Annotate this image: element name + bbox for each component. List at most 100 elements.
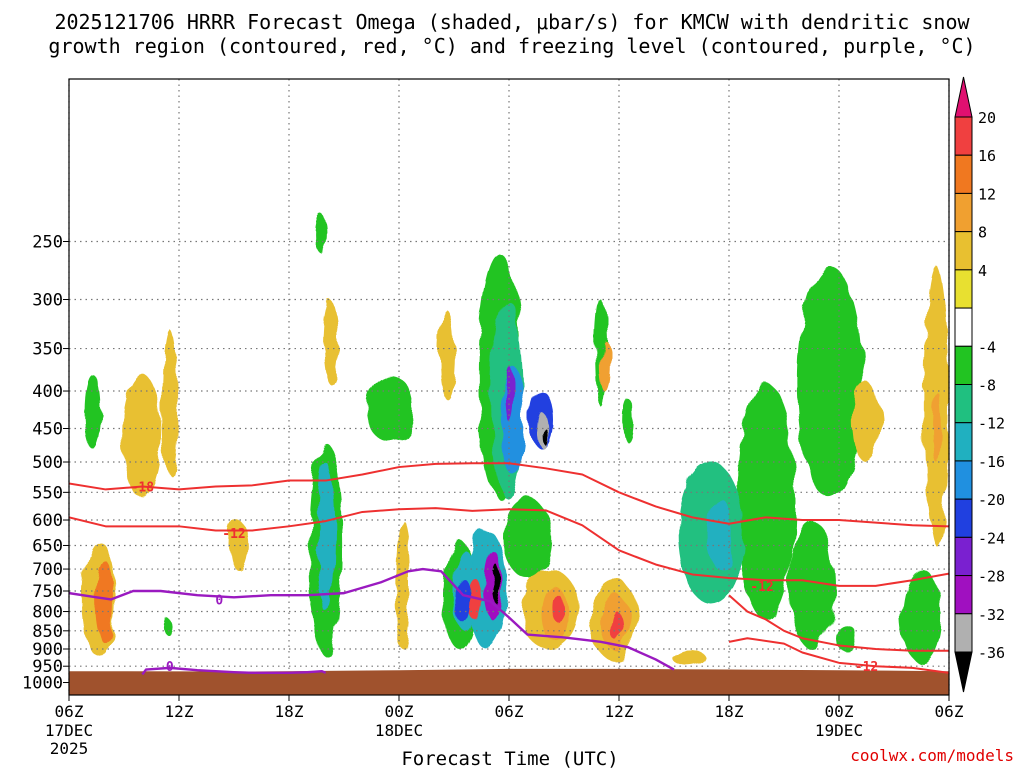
- omega-feature-37: [622, 398, 634, 443]
- omega-feature-1: [122, 374, 163, 499]
- x-tick-date-3: 18DEC: [375, 721, 423, 740]
- omega-feature-3: [94, 559, 114, 642]
- omega-feature-12: [395, 520, 410, 650]
- dgz-contour-label-3: -12: [750, 580, 773, 595]
- axes: 2503003504004505005506006507007508008509…: [22, 233, 964, 758]
- dgz-contour-line-2: [728, 637, 949, 674]
- dgz-contour-label-0: -18: [131, 480, 155, 495]
- y-tick-label-4: 450: [32, 419, 63, 439]
- y-tick-label-7: 600: [32, 511, 63, 531]
- colorbar-bin-11: [954, 498, 973, 538]
- omega-feature-48: [672, 649, 706, 667]
- colorbar-bin-6: [954, 307, 973, 347]
- colorbar-bin-1: [954, 116, 973, 156]
- x-tick-year-0: 2025: [50, 739, 89, 758]
- freezing-level-label-0: 0: [215, 593, 223, 608]
- colorbar-bin-13: [954, 575, 973, 615]
- y-tick-label-3: 400: [32, 382, 63, 402]
- x-tick-label-6: 18Z: [715, 702, 744, 721]
- x-tick-label-4: 06Z: [495, 702, 524, 721]
- omega-feature-7: [315, 214, 329, 254]
- colorbar-label-9: -20: [978, 491, 1005, 509]
- y-tick-label-2: 350: [32, 340, 63, 360]
- colorbar-label-5: -4: [978, 338, 996, 356]
- omega-feature-6: [228, 520, 247, 570]
- contours: -18 -12 -12 -12 0 0: [69, 462, 949, 676]
- chart-subtitle: growth region (contoured, red, °C) and f…: [48, 34, 975, 58]
- y-tick-label-14: 950: [32, 657, 63, 677]
- y-tick-label-9: 700: [32, 560, 63, 580]
- omega-feature-47: [789, 520, 834, 650]
- omega-feature-39: [707, 498, 733, 570]
- y-tick-label-8: 650: [32, 536, 63, 556]
- colorbar-label-4: 4: [978, 262, 987, 280]
- omega-feature-0: [84, 374, 102, 450]
- freezing-level-label-1: 0: [166, 660, 174, 675]
- colorbar-label-6: -8: [978, 377, 996, 395]
- y-tick-label-15: 1000: [22, 674, 63, 694]
- x-tick-date-7: 19DEC: [815, 721, 863, 740]
- x-tick-label-3: 00Z: [385, 702, 414, 721]
- dgz-contour-line-3: [728, 594, 949, 652]
- colorbar-bin-7: [954, 345, 973, 385]
- colorbar: 20 16 12 8 4 -4 -8 -12 -16 -20 -24 -28 -32 -36: [954, 76, 1005, 693]
- omega-feature-4: [162, 329, 178, 475]
- omega-shading: [81, 214, 949, 667]
- colorbar-label-1: 16: [978, 147, 996, 165]
- y-tick-label-12: 850: [32, 622, 63, 642]
- credit-text: coolwx.com/models: [850, 746, 1014, 765]
- dgz-contour-label-2: -12: [855, 660, 878, 675]
- colorbar-label-12: -32: [978, 606, 1005, 624]
- colorbar-label-0: 20: [978, 109, 996, 127]
- colorbar-label-7: -12: [978, 415, 1005, 433]
- x-tick-label-0: 06Z: [55, 702, 84, 721]
- colorbar-top-arrow: [954, 76, 973, 118]
- omega-feature-33: [598, 339, 610, 392]
- colorbar-label-2: 12: [978, 185, 996, 203]
- omega-feature-10: [317, 462, 334, 612]
- colorbar-label-3: 8: [978, 224, 987, 242]
- colorbar-bin-8: [954, 384, 973, 424]
- omega-feature-44: [931, 391, 941, 463]
- omega-feature-27: [543, 428, 548, 446]
- colorbar-label-10: -24: [978, 529, 1005, 547]
- omega-feature-11: [366, 374, 414, 443]
- omega-feature-16: [455, 578, 471, 624]
- omega-feature-45: [901, 569, 942, 663]
- colorbar-label-8: -16: [978, 453, 1005, 471]
- omega-feature-31: [553, 595, 564, 624]
- y-tick-label-13: 900: [32, 640, 63, 660]
- colorbar-bottom-arrow: [954, 651, 973, 693]
- x-tick-label-2: 18Z: [275, 702, 304, 721]
- chart-title: 2025121706 HRRR Forecast Omega (shaded, …: [54, 10, 970, 34]
- omega-feature-40: [736, 382, 796, 620]
- omega-feature-42: [851, 382, 882, 463]
- y-tick-label-0: 250: [32, 233, 63, 253]
- colorbar-bin-14: [954, 613, 973, 653]
- x-axis-label: Forecast Time (UTC): [401, 748, 618, 768]
- y-tick-label-5: 500: [32, 453, 63, 473]
- colorbar-bin-2: [954, 154, 973, 194]
- x-tick-date-0: 17DEC: [45, 721, 93, 740]
- omega-feature-28: [503, 498, 552, 579]
- omega-feature-5: [163, 619, 173, 635]
- colorbar-bin-5: [954, 269, 973, 309]
- dgz-contour-label-1: -12: [222, 527, 245, 542]
- y-tick-label-11: 800: [32, 603, 63, 623]
- y-tick-label-6: 550: [32, 483, 63, 503]
- colorbar-label-11: -28: [978, 568, 1005, 586]
- colorbar-bin-10: [954, 460, 973, 500]
- terrain-surface: [69, 668, 949, 695]
- freezing-level-line-1: [141, 666, 327, 676]
- omega-feature-36: [611, 611, 623, 642]
- omega-feature-13: [438, 309, 455, 399]
- terrain: [69, 668, 949, 695]
- x-tick-label-8: 06Z: [935, 702, 964, 721]
- dgz-contour-line-1: [69, 507, 949, 587]
- omega-feature-23: [492, 564, 500, 604]
- colorbar-bin-3: [954, 192, 973, 233]
- colorbar-bin-4: [954, 231, 973, 271]
- x-tick-label-1: 12Z: [165, 702, 194, 721]
